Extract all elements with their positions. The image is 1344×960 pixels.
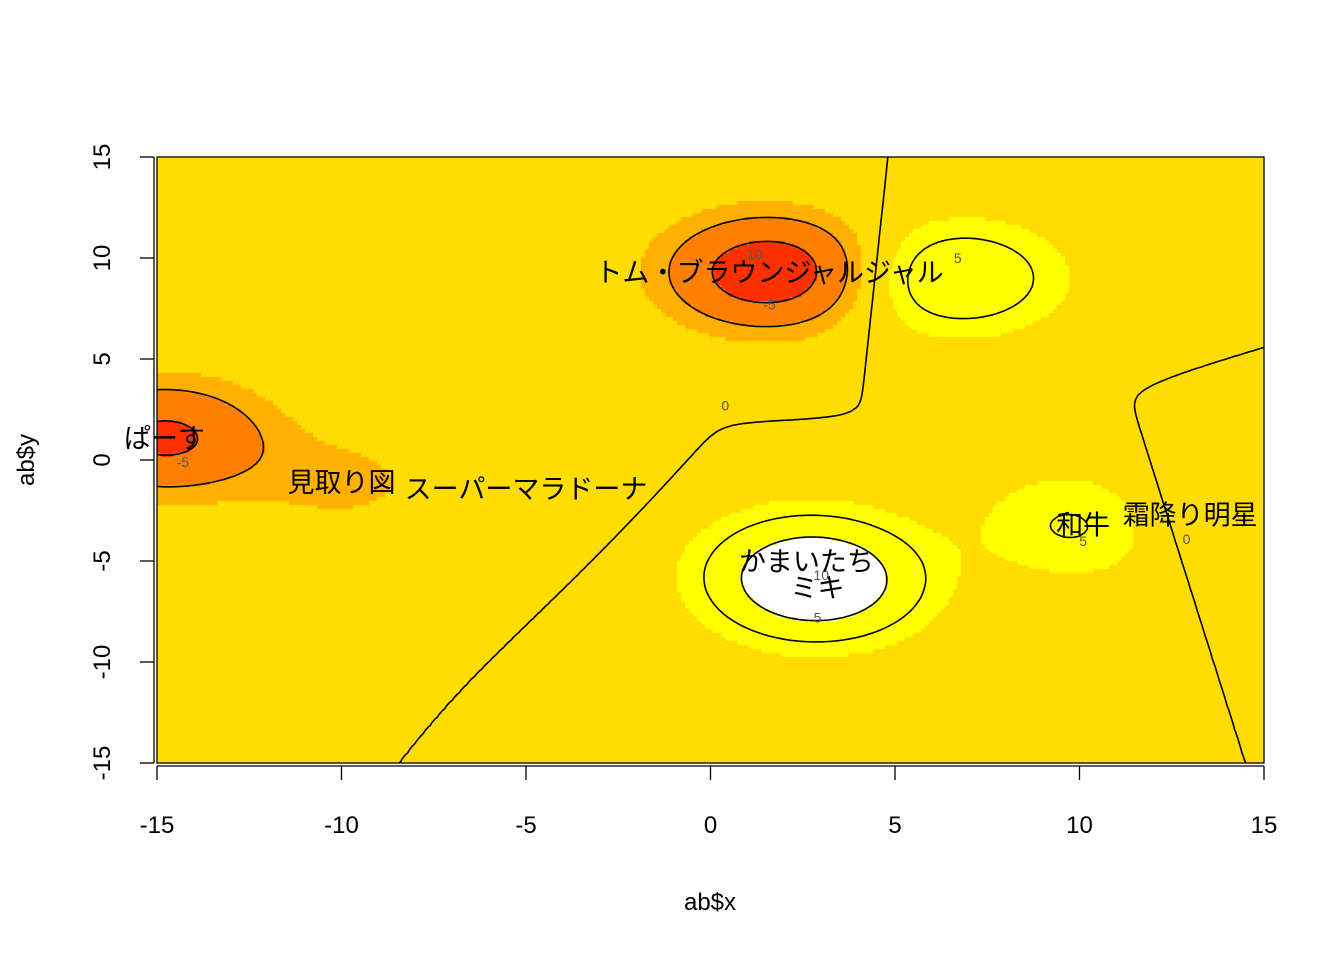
point-label: ぱーす — [124, 424, 205, 455]
contour-label: 0 — [721, 397, 729, 413]
contour-line — [703, 237, 1089, 643]
contour-label: 5 — [1079, 533, 1087, 549]
point-label: トム・ブラウンジャルジャル — [595, 258, 943, 289]
contour-label: 0 — [1183, 531, 1191, 547]
y-tick-label: -15 — [89, 746, 116, 781]
contour-label-layer: 0 -5 10 -5 5 10 5 5 0 — [177, 246, 1191, 626]
heatmap-layer — [157, 157, 1264, 763]
contour-line — [156, 240, 818, 457]
y-tick-label: 15 — [89, 144, 116, 171]
point-label: スーパーマラドーナ — [405, 474, 648, 505]
plot-frame — [156, 156, 1265, 764]
contour-label: 5 — [814, 610, 822, 626]
contour-label: 10 — [813, 567, 829, 583]
contour-label: -5 — [177, 454, 190, 470]
y-tick-label: -10 — [89, 645, 116, 680]
contour-layer — [156, 156, 1265, 764]
x-tick-label: 0 — [704, 812, 717, 839]
x-tick-label: -5 — [515, 812, 536, 839]
heatmap-image — [157, 157, 1264, 763]
point-label: 和牛 — [1056, 511, 1110, 542]
contour-label: -5 — [763, 296, 776, 312]
contour-line — [156, 216, 849, 488]
point-label: 霜降り明星 — [1123, 501, 1258, 532]
y-tick-label: -5 — [89, 550, 116, 571]
y-tick-label: 0 — [89, 453, 116, 466]
y-axis-title: ab$y — [13, 434, 40, 486]
point-label: 見取り図 — [288, 468, 396, 499]
x-axis-title: ab$x — [684, 889, 736, 916]
point-label: かまいたち — [739, 547, 874, 578]
y-tick-label: 10 — [89, 245, 116, 272]
x-tick-label: 5 — [888, 812, 901, 839]
x-tick-label: -10 — [324, 812, 359, 839]
contour-label: 10 — [747, 246, 763, 262]
y-axis: -15 -10 -5 0 5 10 15 — [89, 144, 155, 781]
y-tick-label: 5 — [89, 352, 116, 365]
contour-label: 5 — [954, 250, 962, 266]
x-tick-label: 15 — [1251, 812, 1278, 839]
x-axis: -15 -10 -5 0 5 10 15 — [140, 765, 1278, 839]
x-tick-label: 10 — [1066, 812, 1093, 839]
contour-line — [740, 536, 888, 622]
x-tick-label: -15 — [140, 812, 175, 839]
point-label: ミキ — [791, 573, 845, 604]
